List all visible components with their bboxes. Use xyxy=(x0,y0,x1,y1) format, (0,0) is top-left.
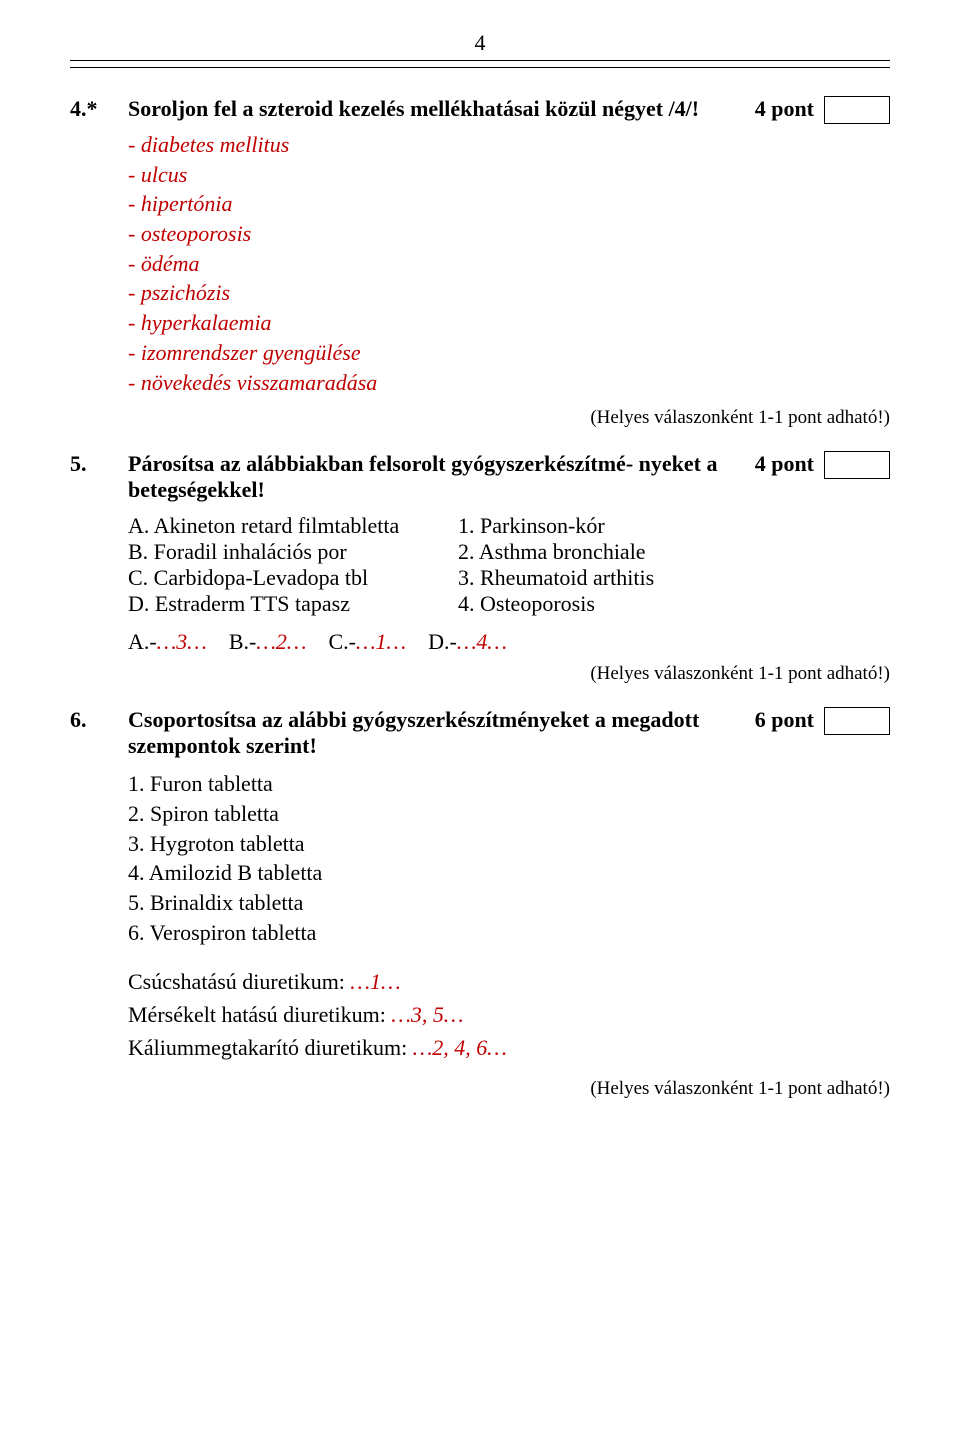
question-4: 4.* Soroljon fel a szteroid kezelés mell… xyxy=(70,96,890,124)
grouping-label: Mérsékelt hatású diuretikum: xyxy=(128,1002,391,1027)
pair-row: D. Estraderm TTS tapasz 4. Osteoporosis xyxy=(128,591,890,617)
grouping-answer: …3, 5… xyxy=(391,1002,463,1027)
question-6-scorebox xyxy=(824,707,890,735)
q4-answer: - osteoporosis xyxy=(128,219,890,249)
q4-answer: - pszichózis xyxy=(128,278,890,308)
key-B-prefix: B.- xyxy=(229,629,257,654)
list-item: 3. Hygroton tabletta xyxy=(128,829,890,859)
q4-answer: - izomrendszer gyengülése xyxy=(128,338,890,368)
question-5-answerkey: A.-…3… B.-…2… C.-…1… D.-…4… xyxy=(128,629,890,655)
pair-row: A. Akineton retard filmtabletta 1. Parki… xyxy=(128,513,890,539)
pair-left: B. Foradil inhalációs por xyxy=(128,539,458,565)
list-item: 2. Spiron tabletta xyxy=(128,799,890,829)
question-5-pairs: A. Akineton retard filmtabletta 1. Parki… xyxy=(128,513,890,617)
question-6-groupings: Csúcshatású diuretikum: …1… Mérsékelt ha… xyxy=(128,965,890,1064)
question-5-note: (Helyes válaszonként 1-1 pont adható!) xyxy=(70,663,890,685)
grouping-line: Csúcshatású diuretikum: …1… xyxy=(128,965,890,998)
key-D-ans: …4… xyxy=(457,629,507,654)
pair-right: 3. Rheumatoid arthitis xyxy=(458,565,654,591)
rule-top-1 xyxy=(70,60,890,61)
question-4-points: 4 pont xyxy=(755,96,814,122)
q4-answer: - ödéma xyxy=(128,249,890,279)
key-C-ans: …1… xyxy=(356,629,406,654)
pair-right: 1. Parkinson-kór xyxy=(458,513,605,539)
question-5: 5. Párosítsa az alábbiakban felsorolt gy… xyxy=(70,451,890,503)
key-A-ans: …3… xyxy=(157,629,207,654)
grouping-label: Csúcshatású diuretikum: xyxy=(128,969,350,994)
grouping-line: Káliummegtakarító diuretikum: …2, 4, 6… xyxy=(128,1031,890,1064)
question-6-note: (Helyes válaszonként 1-1 pont adható!) xyxy=(70,1078,890,1100)
grouping-line: Mérsékelt hatású diuretikum: …3, 5… xyxy=(128,998,890,1031)
q4-answer: - növekedés visszamaradása xyxy=(128,368,890,398)
key-A-prefix: A.- xyxy=(128,629,157,654)
question-4-text: Soroljon fel a szteroid kezelés mellékha… xyxy=(128,96,755,122)
grouping-label: Káliummegtakarító diuretikum: xyxy=(128,1035,413,1060)
question-5-text: Párosítsa az alábbiakban felsorolt gyógy… xyxy=(128,451,755,503)
pair-row: B. Foradil inhalációs por 2. Asthma bron… xyxy=(128,539,890,565)
key-D-prefix: D.- xyxy=(428,629,457,654)
list-item: 6. Verospiron tabletta xyxy=(128,918,890,948)
pair-right: 2. Asthma bronchiale xyxy=(458,539,646,565)
pair-left: C. Carbidopa-Levadopa tbl xyxy=(128,565,458,591)
q4-answer: - hipertónia xyxy=(128,189,890,219)
q4-answer: - hyperkalaemia xyxy=(128,308,890,338)
rule-top-2 xyxy=(70,67,890,68)
question-4-answers: - diabetes mellitus - ulcus - hipertónia… xyxy=(128,130,890,397)
question-6-list: 1. Furon tabletta 2. Spiron tabletta 3. … xyxy=(128,769,890,947)
question-5-number: 5. xyxy=(70,451,128,477)
pair-left: D. Estraderm TTS tapasz xyxy=(128,591,458,617)
question-4-number: 4.* xyxy=(70,96,128,122)
list-item: 4. Amilozid B tabletta xyxy=(128,858,890,888)
question-4-note: (Helyes válaszonként 1-1 pont adható!) xyxy=(70,407,890,429)
list-item: 1. Furon tabletta xyxy=(128,769,890,799)
key-C-prefix: C.- xyxy=(328,629,356,654)
q4-answer: - ulcus xyxy=(128,160,890,190)
question-4-scorebox xyxy=(824,96,890,124)
list-item: 5. Brinaldix tabletta xyxy=(128,888,890,918)
page-number: 4 xyxy=(70,30,890,56)
question-6-points: 6 pont xyxy=(755,707,814,733)
q4-answer: - diabetes mellitus xyxy=(128,130,890,160)
question-6-text: Csoportosítsa az alábbi gyógyszerkészítm… xyxy=(128,707,755,759)
question-6: 6. Csoportosítsa az alábbi gyógyszerkész… xyxy=(70,707,890,759)
pair-right: 4. Osteoporosis xyxy=(458,591,595,617)
question-6-number: 6. xyxy=(70,707,128,733)
pair-row: C. Carbidopa-Levadopa tbl 3. Rheumatoid … xyxy=(128,565,890,591)
grouping-answer: …2, 4, 6… xyxy=(413,1035,507,1060)
question-5-points: 4 pont xyxy=(755,451,814,477)
grouping-answer: …1… xyxy=(350,969,400,994)
pair-left: A. Akineton retard filmtabletta xyxy=(128,513,458,539)
key-B-ans: …2… xyxy=(256,629,306,654)
question-5-scorebox xyxy=(824,451,890,479)
page: 4 4.* Soroljon fel a szteroid kezelés me… xyxy=(0,0,960,1182)
